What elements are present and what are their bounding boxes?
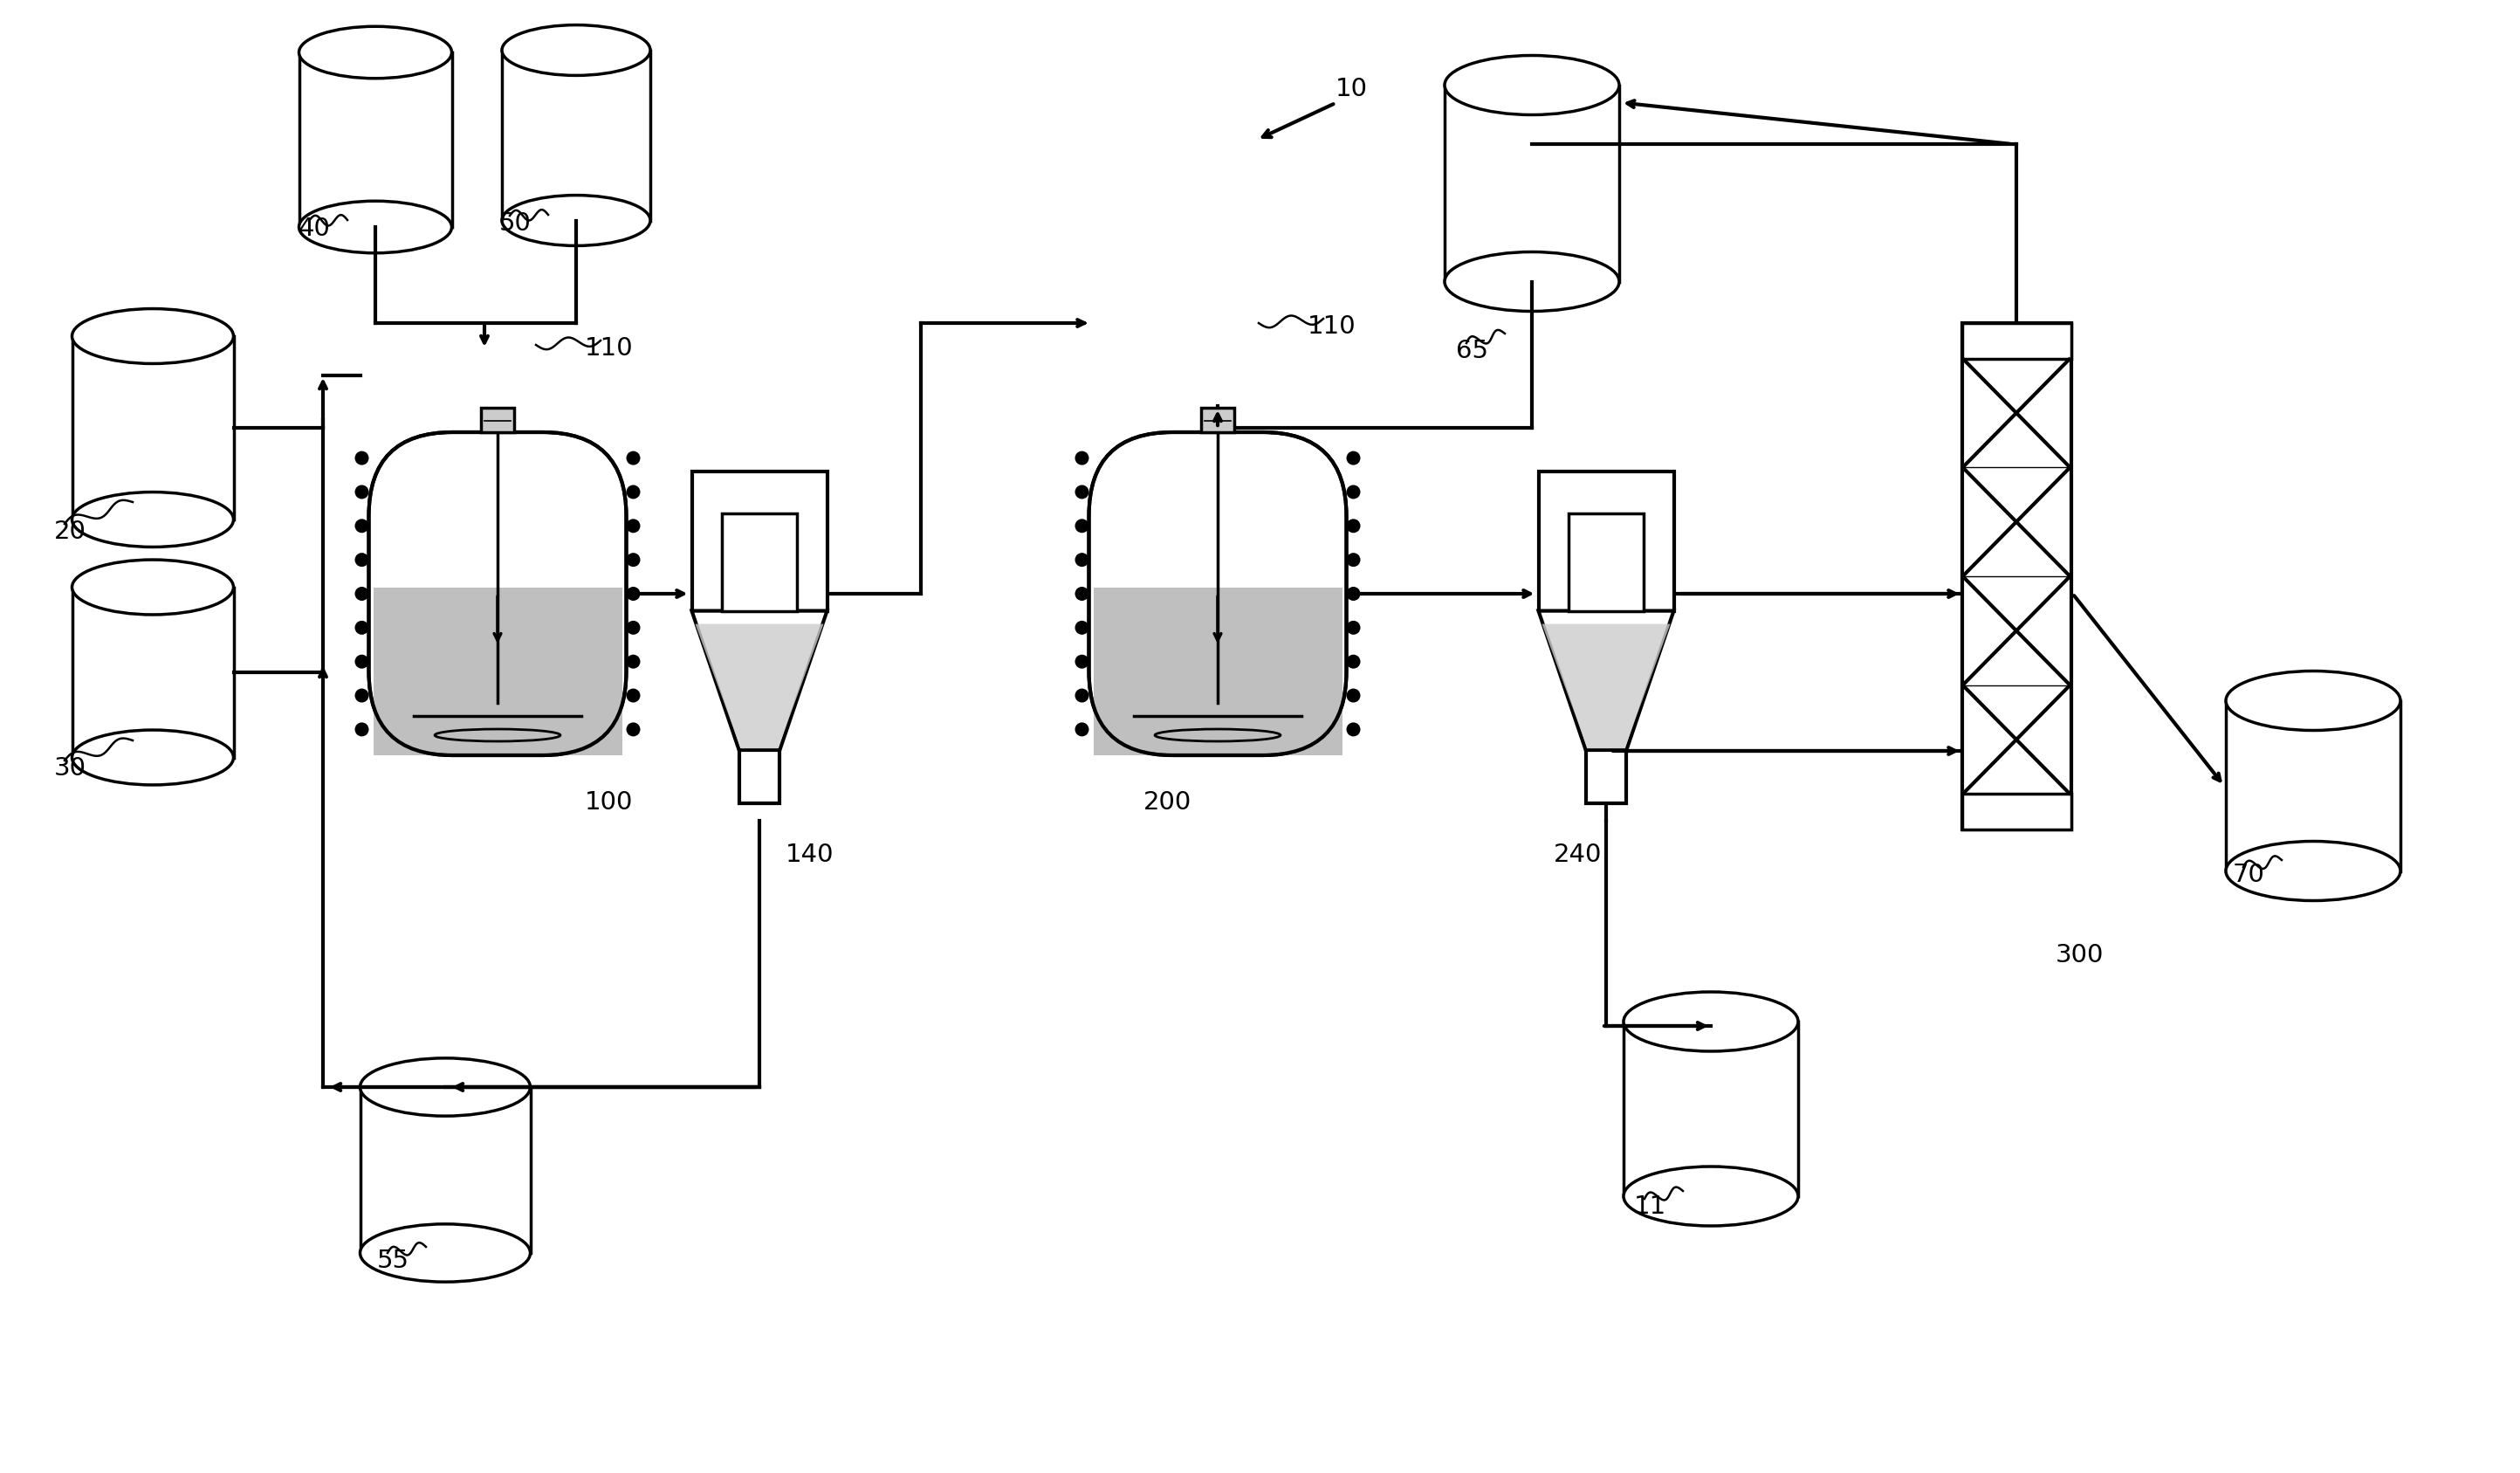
Circle shape [1346, 620, 1361, 635]
Circle shape [1076, 620, 1089, 635]
Text: 240: 240 [1555, 843, 1603, 868]
Text: 110: 110 [585, 336, 633, 361]
Bar [2225, 701, 2402, 871]
Text: 200: 200 [1144, 790, 1192, 815]
Circle shape [1346, 485, 1361, 499]
Circle shape [1076, 552, 1089, 567]
Circle shape [627, 620, 640, 635]
Ellipse shape [1444, 56, 1620, 115]
Bar [1094, 588, 1343, 756]
Circle shape [627, 518, 640, 533]
Bar [1585, 750, 1625, 803]
Circle shape [1346, 688, 1361, 703]
Bar [1202, 408, 1235, 432]
Circle shape [627, 586, 640, 601]
Circle shape [1076, 654, 1089, 669]
Circle shape [355, 654, 368, 669]
Circle shape [355, 722, 368, 736]
Circle shape [627, 552, 640, 567]
Circle shape [627, 722, 640, 736]
Ellipse shape [300, 200, 451, 253]
Polygon shape [1537, 611, 1673, 750]
Text: 20: 20 [53, 520, 86, 544]
Circle shape [1346, 518, 1361, 533]
Circle shape [355, 552, 368, 567]
Ellipse shape [73, 309, 234, 364]
Polygon shape [693, 611, 827, 750]
Text: 10: 10 [1336, 77, 1368, 102]
Ellipse shape [2225, 672, 2402, 731]
Circle shape [1076, 722, 1089, 736]
Circle shape [1346, 552, 1361, 567]
Text: 110: 110 [1308, 314, 1356, 339]
Circle shape [1346, 451, 1361, 465]
Circle shape [1076, 518, 1089, 533]
Bar [693, 471, 827, 611]
Circle shape [627, 688, 640, 703]
Circle shape [355, 620, 368, 635]
Text: 50: 50 [499, 211, 532, 236]
Ellipse shape [1444, 252, 1620, 311]
Ellipse shape [501, 25, 650, 75]
Text: 100: 100 [585, 790, 633, 815]
Ellipse shape [2225, 841, 2402, 900]
Circle shape [355, 518, 368, 533]
Circle shape [1076, 586, 1089, 601]
Text: 300: 300 [2056, 943, 2104, 968]
Bar [723, 513, 796, 611]
Bar [1623, 1022, 1799, 1196]
Text: 30: 30 [53, 756, 86, 781]
Bar [481, 408, 514, 432]
Bar [73, 588, 234, 757]
Circle shape [627, 451, 640, 465]
Bar [738, 750, 779, 803]
Circle shape [1076, 485, 1089, 499]
Bar [1444, 85, 1620, 281]
Circle shape [1346, 654, 1361, 669]
Text: 65: 65 [1457, 339, 1489, 364]
Circle shape [355, 485, 368, 499]
Ellipse shape [1623, 991, 1799, 1052]
Bar [501, 50, 650, 221]
Polygon shape [1542, 625, 1671, 748]
Ellipse shape [73, 492, 234, 546]
Circle shape [627, 654, 640, 669]
Ellipse shape [1623, 1167, 1799, 1226]
Polygon shape [696, 625, 824, 748]
Bar [373, 588, 622, 756]
Circle shape [1076, 451, 1089, 465]
Text: 70: 70 [2233, 863, 2265, 887]
Bar [300, 53, 451, 227]
Circle shape [355, 688, 368, 703]
Circle shape [627, 485, 640, 499]
Bar [1961, 323, 2071, 829]
Text: 40: 40 [297, 217, 330, 242]
Circle shape [1346, 722, 1361, 736]
Ellipse shape [73, 731, 234, 785]
Bar [1961, 794, 2071, 829]
Ellipse shape [360, 1058, 529, 1117]
Bar [73, 336, 234, 520]
Circle shape [355, 586, 368, 601]
Circle shape [355, 451, 368, 465]
Bar [1961, 323, 2071, 358]
FancyBboxPatch shape [1089, 432, 1346, 756]
Circle shape [1346, 586, 1361, 601]
Text: 140: 140 [786, 843, 834, 868]
Bar [1537, 471, 1673, 611]
Text: 11: 11 [1633, 1195, 1666, 1220]
Ellipse shape [360, 1224, 529, 1282]
FancyBboxPatch shape [368, 432, 627, 756]
Ellipse shape [73, 560, 234, 614]
Bar [1570, 513, 1643, 611]
Text: 55: 55 [378, 1249, 408, 1273]
Ellipse shape [300, 27, 451, 78]
Ellipse shape [501, 196, 650, 246]
Circle shape [1076, 688, 1089, 703]
Bar [360, 1087, 529, 1254]
